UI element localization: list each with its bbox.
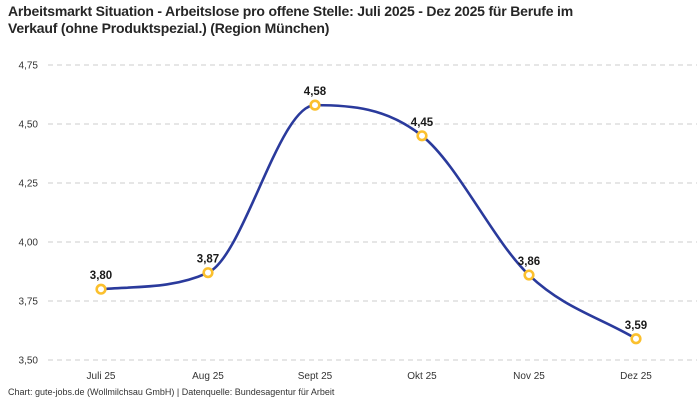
chart-title: Arbeitsmarkt Situation - Arbeitslose pro… [8, 3, 573, 36]
y-tick-label: 4,75 [19, 61, 39, 72]
x-tick-label: Nov 25 [513, 371, 545, 382]
x-tick-label: Sept 25 [298, 371, 333, 382]
data-point-marker [416, 130, 428, 142]
data-point-marker [630, 333, 642, 345]
y-tick-label: 3,75 [19, 297, 39, 308]
x-tick-label: Juli 25 [87, 371, 116, 382]
y-tick-label: 3,50 [19, 356, 39, 367]
data-point-marker [309, 99, 321, 111]
data-point-label: 3,87 [197, 254, 219, 266]
data-point-label: 3,59 [625, 320, 647, 332]
x-tick-label: Dez 25 [620, 371, 652, 382]
x-tick-label: Aug 25 [192, 371, 224, 382]
data-point-label: 4,58 [304, 86, 327, 98]
x-tick-label: Okt 25 [407, 371, 437, 382]
trend-line [99, 103, 638, 341]
data-point-marker [202, 267, 214, 279]
data-point-marker [95, 283, 107, 295]
data-point-label: 4,45 [411, 117, 434, 129]
data-point-label: 3,86 [518, 256, 540, 268]
y-tick-label: 4,00 [19, 238, 39, 249]
attribution-text: Chart: gute-jobs.de (Wollmilchsau GmbH) … [8, 387, 335, 397]
y-tick-label: 4,50 [19, 120, 39, 131]
data-point-marker [523, 269, 535, 281]
y-tick-label: 4,25 [19, 179, 39, 190]
data-point-label: 3,80 [90, 270, 112, 282]
